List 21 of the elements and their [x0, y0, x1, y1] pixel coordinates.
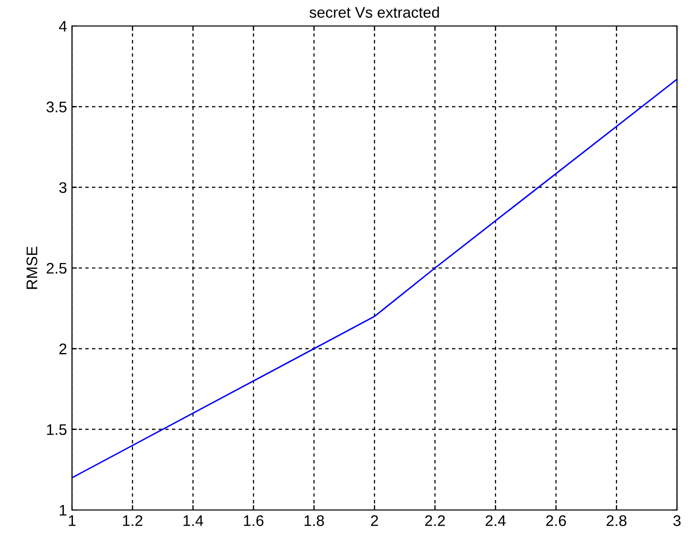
y-tick-label: 1.5 [47, 424, 66, 436]
x-tick-label: 2 [371, 515, 378, 526]
chart-title: secret Vs extracted [310, 6, 439, 18]
x-tick-label: 2.6 [546, 515, 566, 526]
x-tick-label: 2.8 [606, 515, 626, 526]
y-axis-title: RMSE [26, 246, 38, 289]
x-tick-label: 3 [673, 515, 681, 526]
y-tick-label: 3 [59, 182, 66, 194]
y-tick-label: 1 [60, 505, 66, 516]
y-tick-label: 4 [58, 21, 67, 32]
y-tick-label: 2 [59, 344, 66, 354]
y-tick-label: 3.5 [46, 102, 66, 112]
x-tick-label: 1 [68, 515, 76, 526]
x-tick-label: 2.2 [425, 515, 445, 526]
y-tick-label: 2.5 [46, 262, 66, 274]
x-tick-label: 2.4 [486, 515, 506, 526]
x-tick-label: 1.8 [304, 515, 324, 526]
x-tick-label: 1.4 [184, 515, 204, 526]
line-series [72, 78, 677, 478]
x-tick-label: 1.2 [123, 515, 142, 526]
x-tick-label: 1.6 [244, 515, 264, 526]
